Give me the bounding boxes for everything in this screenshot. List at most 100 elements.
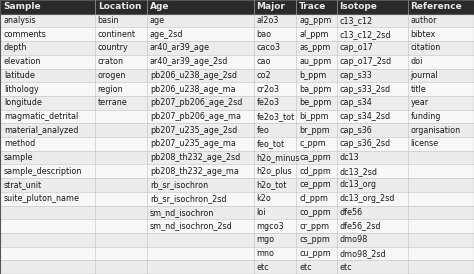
Text: mgo: mgo (256, 235, 274, 244)
Text: cr_ppm: cr_ppm (299, 222, 329, 230)
Text: cu_ppm: cu_ppm (299, 249, 331, 258)
Text: elevation: elevation (4, 57, 41, 66)
Text: pb207_u235_age_ma: pb207_u235_age_ma (150, 139, 236, 148)
Text: journal: journal (410, 71, 438, 80)
Text: loi: loi (256, 208, 266, 217)
Text: dmo98: dmo98 (339, 235, 368, 244)
Text: organisation: organisation (410, 126, 461, 135)
Text: citation: citation (410, 44, 441, 52)
Bar (0, 247, 474, 260)
Bar (0, 96, 474, 110)
Text: c13_c12_2sd: c13_c12_2sd (339, 30, 391, 39)
Bar (0, 164, 474, 178)
Text: cap_s36: cap_s36 (339, 126, 372, 135)
Text: pb207_u235_age_2sd: pb207_u235_age_2sd (150, 126, 237, 135)
Text: sm_nd_isochron_2sd: sm_nd_isochron_2sd (150, 222, 233, 230)
Bar (0, 151, 474, 164)
Text: fe2o3_tot: fe2o3_tot (256, 112, 295, 121)
Text: craton: craton (98, 57, 124, 66)
Text: doi: doi (410, 57, 423, 66)
Text: basin: basin (98, 16, 119, 25)
Text: suite_pluton_name: suite_pluton_name (4, 194, 80, 203)
Text: comments: comments (4, 30, 46, 39)
Text: material_analyzed: material_analyzed (4, 126, 78, 135)
Bar (0, 55, 474, 68)
Text: h2o_plus: h2o_plus (256, 167, 292, 176)
Text: cap_s33_2sd: cap_s33_2sd (339, 85, 391, 93)
Text: pb208_th232_age_2sd: pb208_th232_age_2sd (150, 153, 240, 162)
Text: analysis: analysis (4, 16, 36, 25)
Text: cl_ppm: cl_ppm (299, 194, 328, 203)
Text: feo: feo (256, 126, 269, 135)
Text: ar40_ar39_age_2sd: ar40_ar39_age_2sd (150, 57, 228, 66)
Text: pb207_pb206_age_2sd: pb207_pb206_age_2sd (150, 98, 242, 107)
Text: latitude: latitude (4, 71, 35, 80)
Text: age_2sd: age_2sd (150, 30, 183, 39)
Text: cap_s34_2sd: cap_s34_2sd (339, 112, 391, 121)
Text: h2o_minus: h2o_minus (256, 153, 300, 162)
Text: author: author (410, 16, 437, 25)
Text: br_ppm: br_ppm (299, 126, 330, 135)
Text: funding: funding (410, 112, 441, 121)
Text: co_ppm: co_ppm (299, 208, 331, 217)
Bar (0, 178, 474, 192)
Text: title: title (410, 85, 426, 93)
Bar (0, 110, 474, 123)
Text: cap_o17: cap_o17 (339, 44, 373, 52)
Text: region: region (98, 85, 123, 93)
Text: ca_ppm: ca_ppm (299, 153, 331, 162)
Text: Reference: Reference (410, 2, 462, 11)
Text: bi_ppm: bi_ppm (299, 112, 328, 121)
Text: dfe56: dfe56 (339, 208, 363, 217)
Text: ce_ppm: ce_ppm (299, 181, 331, 189)
Text: country: country (98, 44, 128, 52)
Text: dc13_org: dc13_org (339, 181, 376, 189)
Text: feo_tot: feo_tot (256, 139, 284, 148)
Bar (0, 137, 474, 151)
Text: pb208_th232_age_ma: pb208_th232_age_ma (150, 167, 238, 176)
Text: cap_s33: cap_s33 (339, 71, 372, 80)
Text: sample_description: sample_description (4, 167, 82, 176)
Text: fe2o3: fe2o3 (256, 98, 280, 107)
Text: Trace: Trace (299, 2, 327, 11)
Text: Age: Age (150, 2, 169, 11)
Text: method: method (4, 139, 35, 148)
Text: Isotope: Isotope (339, 2, 377, 11)
Text: terrane: terrane (98, 98, 128, 107)
Text: bao: bao (256, 30, 272, 39)
Text: pb206_u238_age_2sd: pb206_u238_age_2sd (150, 71, 237, 80)
Text: etc: etc (299, 263, 312, 272)
Text: as_ppm: as_ppm (299, 44, 330, 52)
Text: dmo98_2sd: dmo98_2sd (339, 249, 386, 258)
Text: dc13: dc13 (339, 153, 359, 162)
Text: cs_ppm: cs_ppm (299, 235, 330, 244)
Text: pb207_pb206_age_ma: pb207_pb206_age_ma (150, 112, 241, 121)
Text: cd_ppm: cd_ppm (299, 167, 331, 176)
Text: year: year (410, 98, 428, 107)
Text: dc13_org_2sd: dc13_org_2sd (339, 194, 395, 203)
Bar (0, 0, 474, 14)
Text: c13_c12: c13_c12 (339, 16, 373, 25)
Bar (0, 219, 474, 233)
Text: cap_s36_2sd: cap_s36_2sd (339, 139, 391, 148)
Text: al_ppm: al_ppm (299, 30, 328, 39)
Text: continent: continent (98, 30, 136, 39)
Text: dfe56_2sd: dfe56_2sd (339, 222, 381, 230)
Text: mgco3: mgco3 (256, 222, 284, 230)
Text: pb206_u238_age_ma: pb206_u238_age_ma (150, 85, 236, 93)
Text: strat_unit: strat_unit (4, 181, 42, 189)
Text: bibtex: bibtex (410, 30, 436, 39)
Bar (0, 123, 474, 137)
Bar (0, 260, 474, 274)
Text: caco3: caco3 (256, 44, 281, 52)
Text: Sample: Sample (4, 2, 41, 11)
Text: k2o: k2o (256, 194, 271, 203)
Bar (0, 41, 474, 55)
Text: rb_sr_isochron_2sd: rb_sr_isochron_2sd (150, 194, 226, 203)
Text: dc13_2sd: dc13_2sd (339, 167, 377, 176)
Text: ag_ppm: ag_ppm (299, 16, 331, 25)
Text: c_ppm: c_ppm (299, 139, 326, 148)
Text: Major: Major (256, 2, 285, 11)
Text: cr2o3: cr2o3 (256, 85, 280, 93)
Text: ba_ppm: ba_ppm (299, 85, 331, 93)
